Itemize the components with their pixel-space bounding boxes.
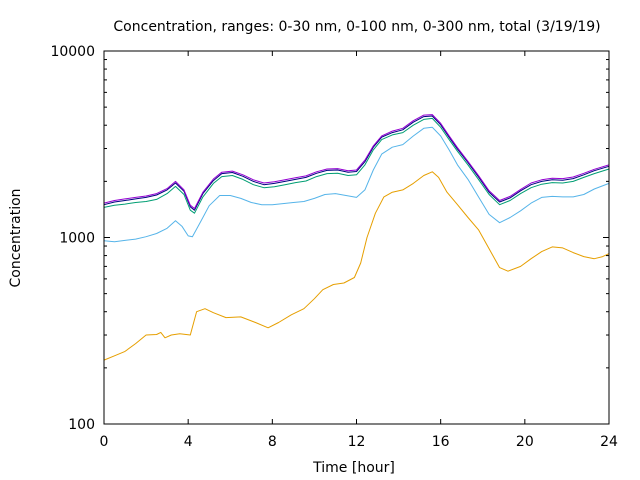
x-tick-label-20: 20 bbox=[516, 434, 534, 450]
x-tick-label-24: 24 bbox=[600, 434, 618, 450]
plot-area: 0 4 8 12 16 20 24 100 1000 10000 bbox=[50, 44, 618, 450]
series-line-1 bbox=[103, 171, 610, 361]
y-tick-label-100: 100 bbox=[68, 417, 95, 433]
x-tick-label-0: 0 bbox=[100, 434, 109, 450]
series-line-2 bbox=[103, 126, 610, 243]
y-axis-label: Concentration bbox=[8, 188, 24, 287]
x-tick-label-8: 8 bbox=[268, 434, 277, 450]
x-tick-label-4: 4 bbox=[184, 434, 193, 450]
series-line-4 bbox=[103, 115, 610, 211]
plot-frame bbox=[103, 50, 610, 425]
x-axis-label: Time [hour] bbox=[312, 460, 395, 476]
series-line-5 bbox=[103, 114, 610, 209]
x-tick-label-16: 16 bbox=[432, 434, 450, 450]
series-line-3 bbox=[103, 117, 610, 214]
y-tick-label-1000: 1000 bbox=[59, 231, 95, 247]
chart-title: Concentration, ranges: 0-30 nm, 0-100 nm… bbox=[113, 19, 600, 35]
y-tick-label-10000: 10000 bbox=[50, 44, 95, 60]
x-tick-label-12: 12 bbox=[348, 434, 366, 450]
